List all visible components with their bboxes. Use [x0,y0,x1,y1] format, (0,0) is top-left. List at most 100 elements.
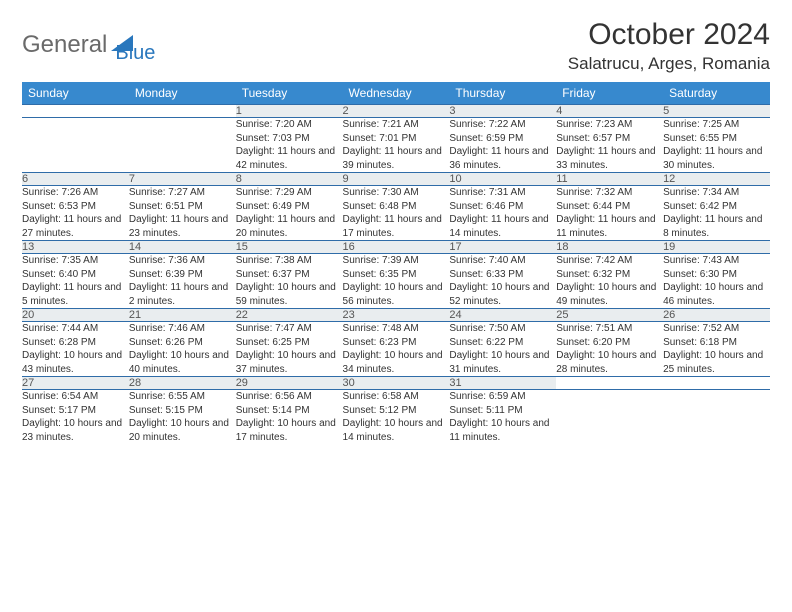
day-number-cell: 5 [663,105,770,118]
sunset-text: Sunset: 6:55 PM [663,132,770,146]
logo-text-blue: Blue [115,24,155,65]
day-number-cell: 9 [343,173,450,186]
day-detail-cell: Sunrise: 7:47 AMSunset: 6:25 PMDaylight:… [236,322,343,377]
daylight-text: Daylight: 10 hours and 28 minutes. [556,349,663,376]
day-number-cell [22,105,129,118]
sunset-text: Sunset: 6:39 PM [129,268,236,282]
sunrise-text: Sunrise: 7:23 AM [556,118,663,132]
day-detail-cell: Sunrise: 7:31 AMSunset: 6:46 PMDaylight:… [449,186,556,241]
sunset-text: Sunset: 6:53 PM [22,200,129,214]
sunset-text: Sunset: 6:33 PM [449,268,556,282]
day-number-cell: 26 [663,309,770,322]
sunset-text: Sunset: 6:46 PM [449,200,556,214]
day-number-cell: 29 [236,377,343,390]
sunrise-text: Sunrise: 7:21 AM [343,118,450,132]
day-detail-row: Sunrise: 7:26 AMSunset: 6:53 PMDaylight:… [22,186,770,241]
day-number-cell: 11 [556,173,663,186]
daylight-text: Daylight: 10 hours and 34 minutes. [343,349,450,376]
sunrise-text: Sunrise: 7:22 AM [449,118,556,132]
sunrise-text: Sunrise: 6:58 AM [343,390,450,404]
daylight-text: Daylight: 11 hours and 36 minutes. [449,145,556,172]
day-detail-cell: Sunrise: 7:30 AMSunset: 6:48 PMDaylight:… [343,186,450,241]
daylight-text: Daylight: 11 hours and 11 minutes. [556,213,663,240]
sunset-text: Sunset: 6:35 PM [343,268,450,282]
daylight-text: Daylight: 11 hours and 17 minutes. [343,213,450,240]
sunset-text: Sunset: 6:18 PM [663,336,770,350]
sunset-text: Sunset: 6:44 PM [556,200,663,214]
sunrise-text: Sunrise: 7:46 AM [129,322,236,336]
weekday-header-row: Sunday Monday Tuesday Wednesday Thursday… [22,82,770,105]
daylight-text: Daylight: 10 hours and 31 minutes. [449,349,556,376]
page-subtitle: Salatrucu, Arges, Romania [568,54,770,74]
weekday-header: Tuesday [236,82,343,105]
sunset-text: Sunset: 5:11 PM [449,404,556,418]
title-block: October 2024 Salatrucu, Arges, Romania [568,18,770,74]
day-number-cell [556,377,663,390]
sunrise-text: Sunrise: 7:40 AM [449,254,556,268]
sunrise-text: Sunrise: 7:29 AM [236,186,343,200]
calendar-table: Sunday Monday Tuesday Wednesday Thursday… [22,82,770,444]
sunset-text: Sunset: 7:03 PM [236,132,343,146]
sunrise-text: Sunrise: 7:26 AM [22,186,129,200]
day-detail-row: Sunrise: 7:20 AMSunset: 7:03 PMDaylight:… [22,118,770,173]
weekday-header: Saturday [663,82,770,105]
day-detail-row: Sunrise: 7:35 AMSunset: 6:40 PMDaylight:… [22,254,770,309]
sunset-text: Sunset: 6:26 PM [129,336,236,350]
day-detail-cell [129,118,236,173]
day-detail-cell: Sunrise: 7:43 AMSunset: 6:30 PMDaylight:… [663,254,770,309]
daylight-text: Daylight: 11 hours and 39 minutes. [343,145,450,172]
day-number-row: 12345 [22,105,770,118]
daylight-text: Daylight: 10 hours and 46 minutes. [663,281,770,308]
sunset-text: Sunset: 5:15 PM [129,404,236,418]
sunset-text: Sunset: 6:32 PM [556,268,663,282]
sunrise-text: Sunrise: 7:50 AM [449,322,556,336]
day-detail-cell: Sunrise: 7:29 AMSunset: 6:49 PMDaylight:… [236,186,343,241]
day-number-cell: 20 [22,309,129,322]
day-detail-cell: Sunrise: 7:23 AMSunset: 6:57 PMDaylight:… [556,118,663,173]
daylight-text: Daylight: 11 hours and 5 minutes. [22,281,129,308]
day-number-cell: 6 [22,173,129,186]
daylight-text: Daylight: 11 hours and 2 minutes. [129,281,236,308]
sunset-text: Sunset: 6:23 PM [343,336,450,350]
daylight-text: Daylight: 10 hours and 49 minutes. [556,281,663,308]
day-number-cell [663,377,770,390]
sunset-text: Sunset: 5:14 PM [236,404,343,418]
sunrise-text: Sunrise: 7:35 AM [22,254,129,268]
weekday-header: Monday [129,82,236,105]
daylight-text: Daylight: 11 hours and 27 minutes. [22,213,129,240]
day-number-cell: 21 [129,309,236,322]
day-number-row: 6789101112 [22,173,770,186]
daylight-text: Daylight: 10 hours and 23 minutes. [22,417,129,444]
logo-text-general: General [22,31,107,59]
sunrise-text: Sunrise: 7:25 AM [663,118,770,132]
day-number-cell: 16 [343,241,450,254]
sunset-text: Sunset: 6:48 PM [343,200,450,214]
daylight-text: Daylight: 10 hours and 56 minutes. [343,281,450,308]
daylight-text: Daylight: 10 hours and 40 minutes. [129,349,236,376]
day-detail-cell: Sunrise: 7:42 AMSunset: 6:32 PMDaylight:… [556,254,663,309]
day-number-cell: 3 [449,105,556,118]
day-detail-cell: Sunrise: 7:20 AMSunset: 7:03 PMDaylight:… [236,118,343,173]
sunset-text: Sunset: 6:59 PM [449,132,556,146]
weekday-header: Sunday [22,82,129,105]
sunrise-text: Sunrise: 7:31 AM [449,186,556,200]
daylight-text: Daylight: 10 hours and 37 minutes. [236,349,343,376]
day-detail-cell: Sunrise: 7:22 AMSunset: 6:59 PMDaylight:… [449,118,556,173]
day-number-cell: 7 [129,173,236,186]
day-detail-row: Sunrise: 6:54 AMSunset: 5:17 PMDaylight:… [22,390,770,445]
day-detail-cell: Sunrise: 6:56 AMSunset: 5:14 PMDaylight:… [236,390,343,445]
daylight-text: Daylight: 10 hours and 43 minutes. [22,349,129,376]
day-number-cell: 19 [663,241,770,254]
sunrise-text: Sunrise: 7:42 AM [556,254,663,268]
daylight-text: Daylight: 10 hours and 25 minutes. [663,349,770,376]
day-detail-cell: Sunrise: 7:50 AMSunset: 6:22 PMDaylight:… [449,322,556,377]
day-detail-cell [663,390,770,445]
sunrise-text: Sunrise: 7:32 AM [556,186,663,200]
sunset-text: Sunset: 7:01 PM [343,132,450,146]
daylight-text: Daylight: 11 hours and 33 minutes. [556,145,663,172]
sunrise-text: Sunrise: 7:44 AM [22,322,129,336]
day-number-cell: 8 [236,173,343,186]
daylight-text: Daylight: 10 hours and 52 minutes. [449,281,556,308]
daylight-text: Daylight: 11 hours and 8 minutes. [663,213,770,240]
sunrise-text: Sunrise: 7:27 AM [129,186,236,200]
